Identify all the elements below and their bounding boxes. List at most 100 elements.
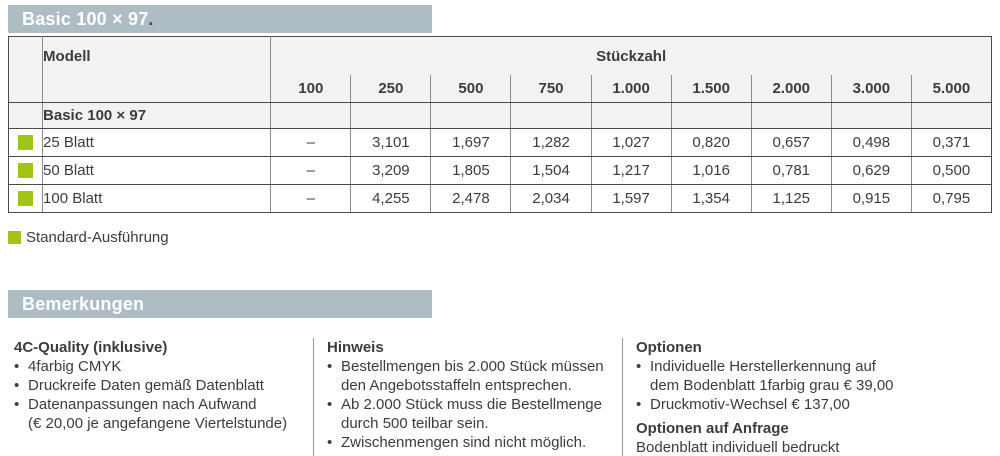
remarks-heading: Optionen <box>636 339 702 356</box>
price-cell: 1,805 <box>430 156 511 185</box>
remarks-column: 4C-Quality (inklusive) • 4farbig CMYK • Druc… <box>8 338 313 456</box>
group-empty-cell <box>590 102 672 129</box>
bullet-text: Druckreife Daten gemäß Datenblatt <box>28 377 264 394</box>
price-cell: – <box>270 184 351 213</box>
quantity-header-cell: 500 <box>430 75 511 103</box>
legend: Standard-Ausführung <box>8 229 169 246</box>
table-header-row-2: 100 250 500 750 1.000 1.500 2.000 3.000 5.000 <box>7 75 993 103</box>
bullet-text: Zwischenmengen sind nicht möglich. <box>341 434 587 451</box>
bullet-text: Individuelle Herstellerkennung auf dem B… <box>650 358 894 394</box>
row-icon-cell <box>7 156 44 185</box>
price-cell: 0,915 <box>830 184 912 213</box>
bullet-icon: • <box>327 434 333 451</box>
bullet-icon: • <box>327 358 333 375</box>
group-empty-cell <box>270 102 351 129</box>
remarks-section: Optionen auf Anfrage Bodenblatt individue… <box>636 419 992 456</box>
bullet-item: • Druckreife Daten gemäß Datenblatt <box>14 376 313 395</box>
remarks-title-bar: Bemerkungen <box>8 290 432 318</box>
remarks-text: Bodenblatt individuell bedruckt <box>636 439 840 456</box>
price-cell: 1,217 <box>590 156 672 185</box>
quantity-header-cell: 2.000 <box>750 75 832 103</box>
bullet-item: • Individuelle Herstellerkennung auf dem … <box>636 357 992 395</box>
quantity-header-cell: 5.000 <box>910 75 993 103</box>
bullet-icon: • <box>636 358 642 375</box>
bullet-icon: • <box>14 396 20 413</box>
quantity-header-cell: 250 <box>350 75 431 103</box>
bullet-icon: • <box>14 377 20 394</box>
bullet-item: • Bestellmengen bis 2.000 Stück müssen de… <box>327 357 622 395</box>
bullet-icon: • <box>327 396 333 413</box>
bullet-icon: • <box>14 358 20 375</box>
group-row: Basic 100 × 97 <box>7 102 993 129</box>
icon-column-subheader <box>7 75 44 103</box>
standard-swatch-icon <box>8 231 21 244</box>
bullet-item: • 4farbig CMYK <box>14 357 313 376</box>
price-row: 100 Blatt –4,255 2,478 2,034 1,597 1,354 1,125… <box>7 184 993 213</box>
price-cell: 0,498 <box>830 128 912 157</box>
model-column-subheader <box>42 75 272 103</box>
price-cell: 0,657 <box>750 128 832 157</box>
group-empty-cell <box>830 102 912 129</box>
bullet-item: • Ab 2.000 Stück muss die Bestellmenge du… <box>327 395 622 433</box>
price-cell: 0,500 <box>910 156 993 185</box>
price-cell: 1,027 <box>590 128 672 157</box>
price-cell: 1,504 <box>510 156 592 185</box>
price-cell: 1,697 <box>430 128 511 157</box>
price-cell: 3,209 <box>350 156 431 185</box>
price-cell: 3,101 <box>350 128 431 157</box>
remarks-heading: 4C-Quality (inklusive) <box>14 339 168 356</box>
standard-swatch-icon <box>18 135 34 150</box>
remarks-column: Hinweis • Bestellmengen bis 2.000 Stück mü… <box>313 338 622 456</box>
price-cell: 0,820 <box>670 128 752 157</box>
price-cell: 4,255 <box>350 184 431 213</box>
price-cell: 2,478 <box>430 184 511 213</box>
price-cell: 0,795 <box>910 184 993 213</box>
row-icon-cell <box>7 184 44 213</box>
standard-swatch-icon <box>18 191 34 206</box>
group-empty-cell <box>670 102 752 129</box>
remarks-section: Optionen • Individuelle Herstellerkennung … <box>636 338 992 414</box>
bullet-item: • Zwischenmengen sind nicht möglich. <box>327 433 622 452</box>
price-cell: 0,629 <box>830 156 912 185</box>
quantity-header-cell: 3.000 <box>830 75 912 103</box>
group-empty-cell <box>350 102 431 129</box>
row-label: 50 Blatt <box>42 156 272 185</box>
price-table: Modell Stückzahl 100 250 500 750 1.000 1.500 2… <box>7 36 993 213</box>
group-empty-cell <box>910 102 993 129</box>
bullet-text: Datenanpassungen nach Aufwand (€ 20,00 j… <box>28 396 288 432</box>
remarks-columns: 4C-Quality (inklusive) • 4farbig CMYK • Druc… <box>8 338 992 456</box>
title-footnote-dot: . <box>148 9 154 29</box>
price-cell: 2,034 <box>510 184 592 213</box>
quantity-header-cell: 750 <box>510 75 592 103</box>
quantity-header-cell: 1.500 <box>670 75 752 103</box>
group-label: Basic 100 × 97 <box>42 102 272 129</box>
bullet-text: Druckmotiv-Wechsel € 137,00 <box>650 396 850 413</box>
bullet-text: Bestellmengen bis 2.000 Stück müssen den… <box>341 358 604 394</box>
price-cell: 1,597 <box>590 184 672 213</box>
table-header-row-1: Modell Stückzahl <box>7 36 992 75</box>
row-label: 100 Blatt <box>42 184 272 213</box>
legend-label: Standard-Ausführung <box>26 229 169 246</box>
quantity-header-cell: 100 <box>270 75 351 103</box>
price-cell: 1,282 <box>510 128 592 157</box>
remarks-section: 4C-Quality (inklusive) • 4farbig CMYK • Druc… <box>14 338 313 433</box>
quantity-span-header: Stückzahl <box>270 36 992 75</box>
price-cell: 1,016 <box>670 156 752 185</box>
price-cell: – <box>270 156 351 185</box>
group-icon-cell <box>7 102 44 129</box>
price-row: 25 Blatt –3,101 1,697 1,282 1,027 0,820 0,657 0… <box>7 128 993 157</box>
standard-swatch-icon <box>18 163 34 178</box>
price-cell: 0,781 <box>750 156 832 185</box>
model-column-header: Modell <box>42 36 272 75</box>
group-empty-cell <box>430 102 511 129</box>
price-cell: 1,125 <box>750 184 832 213</box>
product-title: Basic 100 × 97 <box>22 9 149 29</box>
bullet-text: 4farbig CMYK <box>28 358 122 375</box>
price-cell: 0,371 <box>910 128 993 157</box>
group-empty-cell <box>750 102 832 129</box>
bullet-icon: • <box>636 396 642 413</box>
product-title-bar: Basic 100 × 97. <box>8 5 432 33</box>
bullet-item: • Datenanpassungen nach Aufwand (€ 20,00 … <box>14 395 313 433</box>
icon-column-header <box>7 36 44 75</box>
